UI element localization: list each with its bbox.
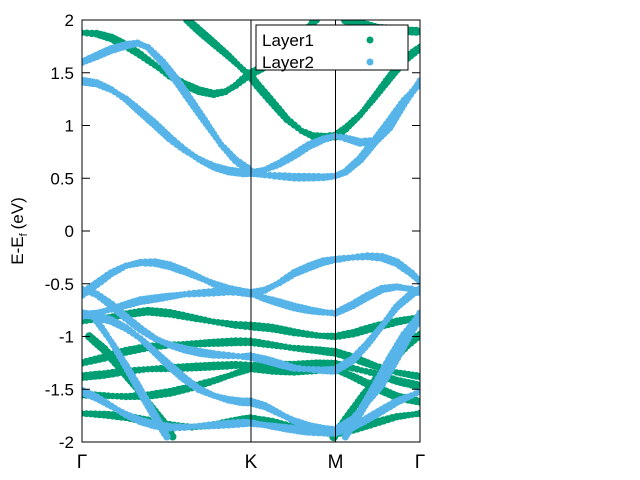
x-tick-label: Γ (77, 452, 87, 473)
y-axis-label: E-Ef (eV) (8, 197, 30, 265)
y-tick-label: 0 (65, 222, 74, 241)
data-point (416, 43, 420, 52)
x-tick-label: K (245, 452, 258, 473)
data-point (229, 352, 237, 360)
y-axis-label-main: E-E (8, 236, 27, 264)
data-marks (82, 20, 420, 442)
x-tick-label: Γ (415, 452, 425, 473)
data-point (312, 20, 320, 24)
data-point (234, 353, 242, 360)
data-point (416, 372, 420, 381)
y-axis-label-unit: (eV) (8, 197, 27, 229)
data-point (416, 79, 420, 88)
data-point (416, 285, 420, 293)
y-tick-label: 1.5 (50, 64, 74, 83)
axis-ticks: 21.510.50-0.5-1-1.5-2Γ K M Γ (45, 11, 426, 473)
y-tick-label: -2 (59, 433, 74, 452)
series-layer2 (82, 39, 420, 441)
y-tick-label: 2 (65, 11, 74, 30)
legend-marker (366, 36, 374, 44)
data-point (168, 432, 177, 441)
data-point (416, 309, 420, 318)
data-point (246, 167, 255, 175)
legend-marker (366, 58, 374, 66)
y-axis-label-subscript: f (18, 232, 30, 236)
data-point (300, 365, 308, 373)
y-tick-label: -1.5 (45, 380, 74, 399)
data-point (416, 409, 420, 418)
data-point (416, 398, 420, 406)
data-point (163, 432, 171, 441)
y-tick-label: 0.5 (50, 169, 74, 188)
data-point (185, 423, 193, 431)
legend-label: Layer1 (262, 31, 314, 50)
y-tick-label: 1 (65, 117, 74, 136)
legend: Layer1 Layer2 (255, 24, 409, 72)
data-point (295, 364, 303, 373)
data-point (416, 27, 420, 36)
data-point (261, 171, 269, 179)
data-point (191, 423, 198, 430)
y-tick-label: -1 (59, 328, 74, 347)
legend-box (255, 24, 409, 71)
y-tick-label: -0.5 (45, 275, 74, 294)
legend-label: Layer2 (262, 53, 314, 72)
x-tick-label: M (328, 452, 344, 473)
